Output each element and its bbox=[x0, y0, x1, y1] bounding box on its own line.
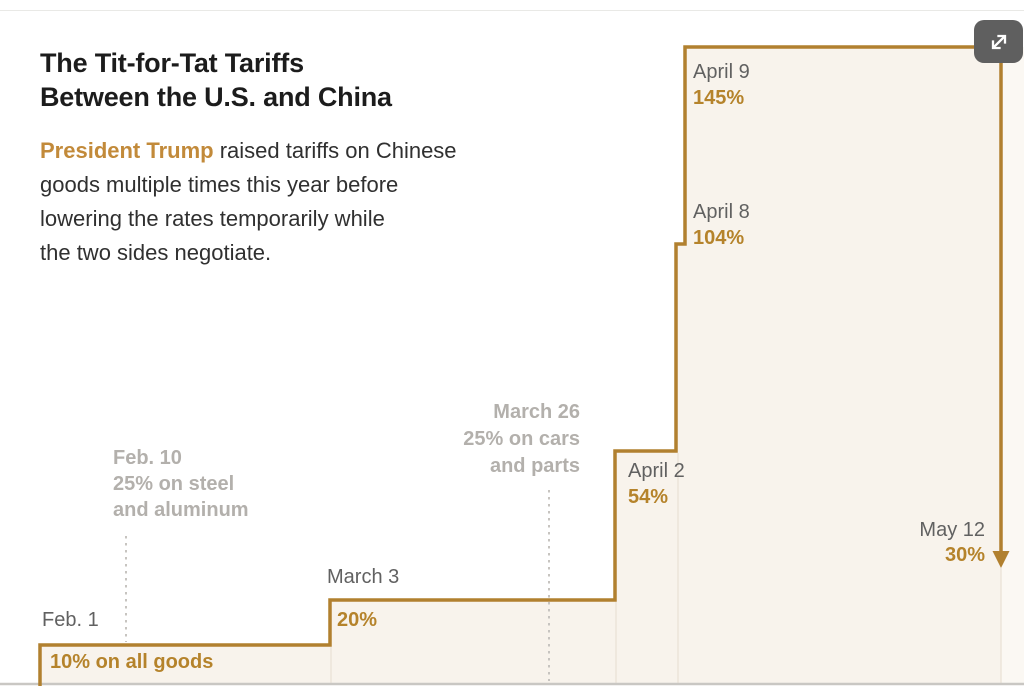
expand-diagonal-icon bbox=[991, 34, 1006, 49]
chart-title: The Tit-for-Tat Tariffs Between the U.S.… bbox=[40, 46, 392, 114]
faint-gridlines bbox=[330, 453, 1002, 683]
annotation-march26-line2: and parts bbox=[489, 455, 580, 477]
intro-highlight: President Trump bbox=[40, 138, 214, 163]
step-line bbox=[38, 45, 1003, 686]
chart-title-line2: Between the U.S. and China bbox=[40, 82, 392, 112]
event-april8-date: April 8 bbox=[693, 201, 750, 223]
event-april9-value: 145% bbox=[693, 87, 745, 109]
tariff-area-fill bbox=[40, 47, 1001, 684]
event-march3-date: March 3 bbox=[327, 566, 400, 588]
annotation-feb10: Feb. 10 25% on steel and aluminum bbox=[113, 445, 249, 523]
event-april2-date: April 2 bbox=[628, 460, 685, 482]
annotation-march26-date: March 26 bbox=[493, 401, 580, 423]
intro-line1: President Trump raised tariffs on Chines… bbox=[40, 134, 457, 168]
event-april9-date: April 9 bbox=[693, 61, 750, 83]
annotation-feb10-line2: and aluminum bbox=[113, 499, 249, 521]
intro-line1-rest: raised tariffs on Chinese bbox=[213, 138, 457, 163]
expand-button[interactable] bbox=[974, 20, 1023, 63]
intro-line4: the two sides negotiate. bbox=[40, 240, 272, 265]
right-margin-fill bbox=[1001, 47, 1024, 684]
chart-intro: President Trump raised tariffs on Chines… bbox=[40, 134, 457, 270]
intro-line2: goods multiple times this year before bbox=[40, 172, 399, 197]
event-april2-value: 54% bbox=[628, 486, 669, 508]
event-may12-value: 30% bbox=[944, 544, 985, 566]
event-march3-value: 20% bbox=[337, 609, 378, 631]
top-divider bbox=[0, 10, 1024, 11]
event-may12-label: May 12 30% bbox=[820, 518, 985, 568]
event-feb1-value: 10% on all goods bbox=[50, 651, 214, 673]
event-may12-date: May 12 bbox=[919, 519, 985, 541]
chart-title-line1: The Tit-for-Tat Tariffs bbox=[40, 48, 304, 78]
annotation-march26: March 26 25% on cars and parts bbox=[420, 399, 580, 480]
intro-line3: lowering the rates temporarily while bbox=[40, 206, 385, 231]
annotation-feb10-date: Feb. 10 bbox=[113, 447, 182, 469]
event-april8-value: 104% bbox=[693, 227, 745, 249]
may12-arrowhead bbox=[992, 551, 1010, 568]
annotation-feb10-line1: 25% on steel bbox=[113, 473, 235, 495]
event-feb1-date: Feb. 1 bbox=[42, 609, 99, 631]
annotation-march26-line1: 25% on cars bbox=[463, 428, 580, 450]
